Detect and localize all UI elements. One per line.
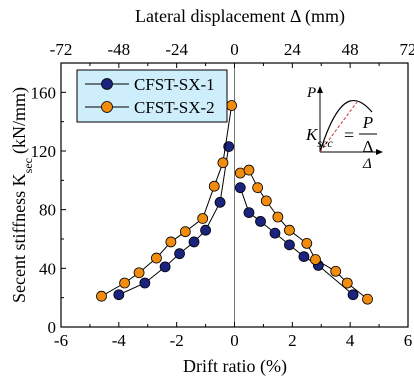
y-tick-label: 120 <box>31 142 57 161</box>
top-tick-label: 0 <box>230 40 239 59</box>
data-point <box>341 277 353 289</box>
data-point <box>362 293 373 305</box>
y-axis-title-sub: sec <box>21 158 35 173</box>
data-point <box>159 261 171 273</box>
y-tick-label: 160 <box>31 83 57 102</box>
data-point <box>255 215 266 227</box>
data-point <box>226 100 238 111</box>
y-tick-label: 40 <box>39 259 56 278</box>
top-tick-label: 48 <box>342 40 359 59</box>
series-line-negative <box>101 105 233 297</box>
data-point <box>214 196 226 208</box>
data-point <box>188 236 200 248</box>
data-point <box>243 164 255 176</box>
y-axis-title-main: Secent stiffness K <box>9 173 29 303</box>
x-tick-label: 0 <box>230 331 239 350</box>
data-point <box>179 226 191 238</box>
data-point <box>298 251 310 263</box>
top-tick-label: 72 <box>400 40 414 59</box>
inset-formula-sub: sec <box>317 136 333 150</box>
legend-box <box>76 69 228 123</box>
inset-y-arrow <box>317 86 323 93</box>
x-axis-title: Drift ratio (%) <box>183 356 287 377</box>
data-point <box>284 224 295 236</box>
inset-secant-line <box>319 101 358 153</box>
data-point <box>96 290 107 302</box>
inset-formula-lhs: Ksec <box>305 125 333 150</box>
inset-x-arrow <box>376 149 383 155</box>
series-line-positive <box>239 187 354 296</box>
y-ticks: 0 40 80 120 160 <box>31 83 66 337</box>
data-point <box>151 252 162 264</box>
data-point <box>310 254 321 265</box>
data-point <box>330 265 342 277</box>
data-point <box>347 289 359 301</box>
x-tick-label: -6 <box>54 331 68 350</box>
top-tick-label: -48 <box>107 40 130 59</box>
bottom-x-ticks: -6 -4 -2 0 2 4 6 <box>54 322 412 350</box>
top-tick-label: 24 <box>284 40 302 59</box>
data-point <box>113 289 125 301</box>
top-x-ticks: -72 -48 -24 0 24 48 72 <box>50 40 414 68</box>
top-axis-title: Lateral displacement Δ (mm) <box>135 6 345 27</box>
y-tick-label: 0 <box>48 318 57 337</box>
x-tick-label: -4 <box>112 331 127 350</box>
inset-formula-denominator: Δ <box>363 137 374 156</box>
inset-formula-k: K <box>305 125 319 144</box>
top-tick-label: -72 <box>50 40 73 59</box>
legend-label-cfst-sx-2: CFST-SX-2 <box>134 98 215 117</box>
data-point <box>234 182 246 194</box>
x-tick-label: 2 <box>288 331 297 350</box>
inset-diagram: P Δ Ksec = P Δ <box>305 85 383 172</box>
inset-curve <box>319 99 373 153</box>
legend-label-cfst-sx-1: CFST-SX-1 <box>134 75 215 94</box>
inset-y-label: P <box>306 85 316 101</box>
y-axis-title-unit: (kN/mm) <box>9 87 30 154</box>
data-point <box>269 227 281 239</box>
series-cfst-sx-1 <box>113 141 359 301</box>
top-tick-label: -24 <box>165 40 188 59</box>
inset-formula-numerator: P <box>362 113 373 132</box>
y-tick-label: 80 <box>39 201 56 220</box>
inset-x-label: Δ <box>362 156 372 172</box>
x-tick-label: -2 <box>170 331 184 350</box>
data-point <box>301 237 313 249</box>
data-point <box>284 239 295 251</box>
data-point <box>165 236 177 248</box>
series-cfst-sx-2 <box>96 100 373 305</box>
legend-marker-cfst-sx-1 <box>101 78 113 90</box>
data-point <box>200 224 211 236</box>
data-point <box>119 277 131 289</box>
data-point <box>133 267 145 279</box>
data-point <box>139 277 151 289</box>
data-point <box>208 180 220 192</box>
y-axis-title: Secent stiffness Ksec (kN/mm) <box>9 87 35 303</box>
data-point <box>260 195 272 207</box>
data-point <box>174 248 185 260</box>
data-point <box>217 157 229 169</box>
data-point <box>252 182 264 194</box>
x-tick-label: 4 <box>346 331 355 350</box>
data-point <box>243 207 255 219</box>
legend: CFST-SX-1 CFST-SX-2 <box>76 69 228 123</box>
x-tick-label: 6 <box>404 331 413 350</box>
data-point <box>197 213 209 224</box>
inset-formula-equals: = <box>344 125 354 145</box>
legend-marker-cfst-sx-2 <box>101 101 113 113</box>
series-layer <box>96 100 373 305</box>
data-point <box>272 211 284 223</box>
